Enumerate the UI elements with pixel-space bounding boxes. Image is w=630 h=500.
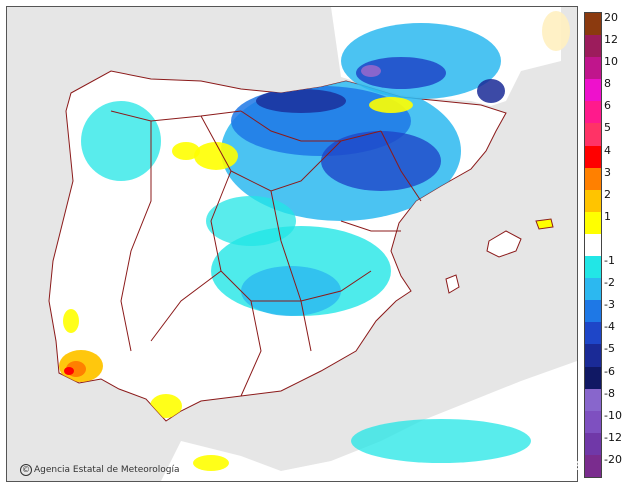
legend-swatch bbox=[585, 388, 601, 411]
map-frame bbox=[6, 6, 578, 482]
legend-swatch bbox=[585, 211, 601, 234]
legend-swatch bbox=[585, 101, 601, 124]
legend-swatch bbox=[585, 35, 601, 58]
anomaly-area-north-extreme bbox=[361, 65, 381, 77]
legend-label: 3 bbox=[604, 165, 611, 179]
legend-label: -12 bbox=[604, 430, 622, 444]
balearic-islands-east bbox=[535, 218, 554, 230]
legend-label: 4 bbox=[604, 143, 611, 157]
legend-label: 1 bbox=[604, 209, 611, 223]
legend-label: 12 bbox=[604, 33, 618, 47]
legend-swatch bbox=[585, 145, 601, 168]
legend-label: -3 bbox=[604, 298, 615, 312]
anomaly-area-africa bbox=[351, 419, 531, 463]
legend-label: -20 bbox=[604, 452, 622, 466]
legend-swatch bbox=[585, 278, 601, 301]
anomaly-area-france-yellow bbox=[542, 11, 570, 51]
legend-swatch bbox=[585, 344, 601, 367]
legend-swatch bbox=[585, 256, 601, 279]
legend-swatch bbox=[585, 300, 601, 323]
legend-label: 5 bbox=[604, 121, 611, 135]
legend-label: 6 bbox=[604, 99, 611, 113]
legend-swatch bbox=[585, 432, 601, 455]
legend-label: -4 bbox=[604, 320, 615, 334]
anomaly-areas bbox=[59, 81, 461, 418]
legend-label: -2 bbox=[604, 276, 615, 290]
legend-swatch bbox=[585, 233, 601, 257]
anomaly-area-north-core bbox=[356, 57, 446, 89]
legend-label: -6 bbox=[604, 364, 615, 378]
color-legend bbox=[584, 12, 602, 478]
legend-label: -8 bbox=[604, 386, 615, 400]
anomaly-area-ne bbox=[477, 79, 505, 103]
legend-swatch bbox=[585, 189, 601, 212]
legend-label: -5 bbox=[604, 342, 615, 356]
legend-label: 10 bbox=[604, 55, 618, 69]
balearic-islands bbox=[486, 230, 522, 258]
legend-swatch bbox=[585, 13, 601, 36]
legend-label: -10 bbox=[604, 408, 622, 422]
balearic-islands-southwest bbox=[445, 274, 460, 294]
map-canvas bbox=[48, 7, 577, 481]
legend-swatch bbox=[585, 410, 601, 433]
legend-label: -1 bbox=[604, 254, 615, 268]
regional-borders bbox=[110, 110, 422, 397]
anomaly-area-africa-yellow bbox=[193, 455, 229, 471]
legend-swatch bbox=[585, 322, 601, 345]
legend-swatch bbox=[585, 366, 601, 389]
legend-swatch bbox=[585, 79, 601, 102]
watermark: meteored bbox=[500, 455, 596, 474]
legend-label: 2 bbox=[604, 187, 611, 201]
legend-swatch bbox=[585, 123, 601, 146]
copyright-symbol: © bbox=[20, 464, 32, 476]
map-credit: Agencia Estatal de Meteorología bbox=[34, 465, 180, 475]
legend-swatch bbox=[585, 454, 601, 477]
legend-swatch bbox=[585, 167, 601, 190]
legend-swatch bbox=[585, 57, 601, 80]
legend-label: 8 bbox=[604, 77, 611, 91]
legend-label: 20 bbox=[604, 11, 618, 24]
